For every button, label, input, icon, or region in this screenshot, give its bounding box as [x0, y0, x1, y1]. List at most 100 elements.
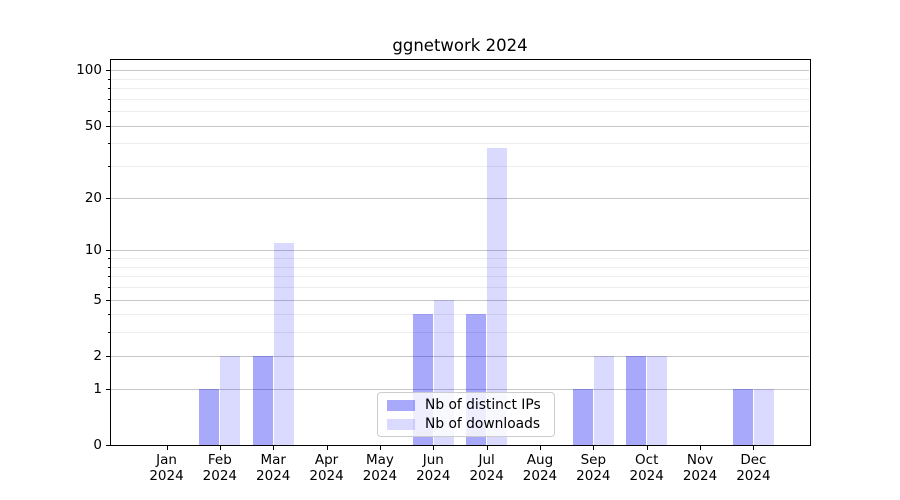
x-tick: [220, 446, 221, 450]
legend-label-distinct-ips: Nb of distinct IPs: [425, 397, 541, 413]
x-tick-label-year: 2024: [362, 467, 398, 484]
y-minor-tick: [108, 276, 110, 277]
y-minor-tick: [108, 332, 110, 333]
legend-swatch-distinct-ips: [387, 399, 415, 411]
x-tick-label-year: 2024: [416, 467, 451, 484]
y-minor-tick: [108, 88, 110, 89]
bar-distinct-ips-feb: [199, 388, 220, 445]
x-tick-label-sep: Sep 2024: [563, 452, 623, 484]
x-tick-label-feb: Feb 2024: [190, 452, 250, 484]
minor-gridline: [111, 267, 809, 268]
x-tick-label-may: May 2024: [350, 452, 410, 484]
x-tick-label-month: Mar: [260, 452, 286, 468]
x-tick-label-month: Jan: [156, 452, 177, 468]
x-tick-label-month: Dec: [740, 452, 767, 468]
y-minor-tick: [108, 79, 110, 80]
x-tick-label-month: Apr: [314, 452, 339, 468]
y-tick-label: 1: [93, 381, 102, 397]
x-tick-label-month: Oct: [635, 452, 659, 468]
legend-item-distinct-ips: Nb of distinct IPs: [378, 397, 554, 413]
x-tick: [540, 446, 541, 450]
bar-distinct-ips-dec: [732, 388, 753, 445]
y-minor-tick: [108, 287, 110, 288]
y-tick: [106, 126, 110, 127]
x-tick: [327, 446, 328, 450]
minor-gridline: [111, 143, 809, 144]
bar-downloads-sep: [593, 355, 614, 445]
minor-gridline: [111, 276, 809, 277]
major-gridline: [111, 250, 809, 251]
bar-downloads-dec: [753, 388, 774, 445]
legend: Nb of distinct IPs Nb of downloads: [377, 392, 555, 437]
minor-gridline: [111, 99, 809, 100]
x-tick-label-year: 2024: [522, 467, 558, 484]
x-tick-label-year: 2024: [149, 467, 184, 484]
x-tick-label-month: Nov: [686, 452, 714, 468]
y-minor-tick: [108, 99, 110, 100]
major-gridline: [111, 198, 809, 199]
x-tick-label-oct: Oct 2024: [617, 452, 677, 484]
spine-right: [810, 59, 811, 445]
y-tick-label: 2: [93, 348, 102, 364]
bar-downloads-jul: [487, 147, 508, 445]
y-tick: [106, 445, 110, 446]
x-tick: [753, 446, 754, 450]
x-tick-label-year: 2024: [682, 467, 718, 484]
y-tick: [106, 389, 110, 390]
y-minor-tick: [108, 143, 110, 144]
x-tick-label-year: 2024: [309, 467, 344, 484]
y-tick-label: 10: [84, 242, 102, 258]
spine-bottom: [110, 445, 811, 446]
x-tick-label-year: 2024: [736, 467, 771, 484]
major-gridline: [111, 126, 809, 127]
legend-item-downloads: Nb of downloads: [378, 416, 554, 432]
y-tick: [106, 300, 110, 301]
bar-distinct-ips-sep: [572, 388, 593, 445]
y-minor-tick: [108, 314, 110, 315]
minor-gridline: [111, 88, 809, 89]
x-tick: [167, 446, 168, 450]
major-gridline: [111, 70, 809, 71]
bar-downloads-mar: [273, 243, 294, 445]
legend-swatch-downloads: [387, 418, 415, 430]
x-tick-label-month: Sep: [580, 452, 607, 468]
x-tick: [433, 446, 434, 450]
y-tick: [106, 250, 110, 251]
x-tick-label-month: May: [365, 452, 394, 468]
x-tick: [700, 446, 701, 450]
x-tick-label-month: Aug: [526, 452, 554, 468]
bar-downloads-oct: [647, 355, 668, 445]
x-tick-label-year: 2024: [469, 467, 504, 484]
x-tick: [487, 446, 488, 450]
x-tick: [273, 446, 274, 450]
minor-gridline: [111, 314, 809, 315]
x-tick-label-year: 2024: [202, 467, 238, 484]
y-tick: [106, 198, 110, 199]
x-tick-label-aug: Aug 2024: [510, 452, 570, 484]
y-tick-label: 100: [76, 62, 102, 78]
minor-gridline: [111, 166, 809, 167]
x-tick-label-month: Jun: [422, 452, 444, 468]
x-tick-label-mar: Mar 2024: [243, 452, 303, 484]
bar-downloads-feb: [220, 355, 241, 445]
minor-gridline: [111, 79, 809, 80]
spine-top: [110, 59, 811, 60]
x-tick: [647, 446, 648, 450]
x-tick-label-year: 2024: [576, 467, 611, 484]
y-tick-label: 0: [93, 437, 102, 453]
spine-left: [110, 59, 111, 445]
x-tick-label-month: Jul: [478, 452, 495, 468]
y-tick-label: 50: [84, 118, 102, 134]
y-minor-tick: [108, 267, 110, 268]
x-tick: [593, 446, 594, 450]
y-tick: [106, 70, 110, 71]
major-gridline: [111, 356, 809, 357]
y-minor-tick: [108, 258, 110, 259]
x-tick-label-nov: Nov 2024: [670, 452, 730, 484]
x-tick-label-jun: Jun 2024: [403, 452, 463, 484]
chart-title: ggnetwork 2024: [392, 36, 528, 55]
minor-gridline: [111, 332, 809, 333]
bar-distinct-ips-mar: [252, 355, 273, 445]
x-tick-label-dec: Dec 2024: [723, 452, 783, 484]
